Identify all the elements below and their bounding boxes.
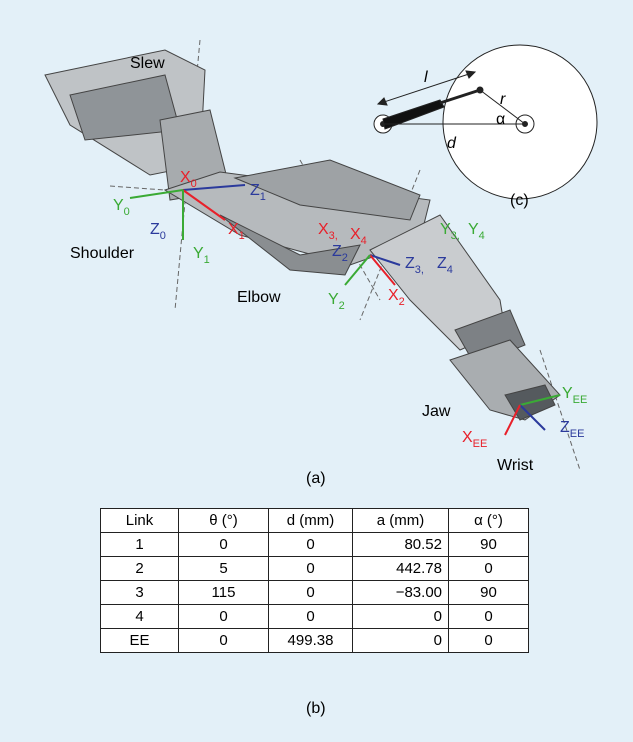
table-cell: 0 [269,557,353,581]
frame-axis: X [462,429,473,446]
table-cell: α (°) [449,509,529,533]
caption: (c) [510,192,529,209]
frame-subscript: EE [570,428,585,440]
joint-label: Shoulder [70,245,135,262]
frame-subscript: 4 [479,230,485,242]
joint-label: Wrist [497,457,534,474]
frame-subscript: 2 [339,300,345,312]
frame-subscript: 1 [260,191,266,203]
table-cell: EE [101,629,179,653]
table-cell: d (mm) [269,509,353,533]
frame-subscript: 3, [415,264,424,276]
inset-label: α [496,111,505,128]
frame-axis: Z [332,243,342,260]
table-cell: 0 [449,629,529,653]
table-cell: 0 [353,605,449,629]
frame-axis: Y [328,291,339,308]
inset-label: r [500,91,506,108]
frame-label: XEE [462,429,487,450]
table-cell: −83.00 [353,581,449,605]
table-cell: 0 [269,581,353,605]
table-cell: 0 [353,629,449,653]
table-cell: 115 [179,581,269,605]
frame-axis: Z [405,255,415,272]
frame-axis: Y [193,245,204,262]
frame-label: Y0 [113,197,130,218]
frame-axis: X [318,221,329,238]
frame-axis: Y [468,221,479,238]
frame-axis: Z [150,221,160,238]
inset-label: l [424,69,428,86]
frame-subscript: 1 [239,230,245,242]
frame-label: Y4 [468,221,485,242]
frame-label: ZEE [560,419,584,440]
table-cell: 0 [269,533,353,557]
table-cell: 0 [179,629,269,653]
table-cell: 0 [449,605,529,629]
table-cell: 90 [449,533,529,557]
caption: (a) [306,470,326,488]
frame-axis: Y [562,385,573,402]
table-cell: 0 [269,605,353,629]
caption: (b) [306,700,326,718]
frame-axis: Z [560,419,570,436]
frame-subscript: EE [473,438,488,450]
figure-page: l r α d (c) SlewShoulderElbowJawWristX0Y… [0,0,633,742]
table-cell: 499.38 [269,629,353,653]
frame-label: Z0 [150,221,166,242]
table-cell: 90 [449,581,529,605]
table-cell: 80.52 [353,533,449,557]
table-cell: 3 [101,581,179,605]
frame-axis: X [388,287,399,304]
frame-axis: Z [250,182,260,199]
frame-subscript: 4 [361,235,367,247]
frame-subscript: 2 [399,296,405,308]
table-cell: 442.78 [353,557,449,581]
frame-subscript: 4 [447,264,453,276]
table-cell: 0 [179,533,269,557]
frame-axis: Y [440,221,451,238]
frame-subscript: 2 [342,252,348,264]
frame-axis: X [180,169,191,186]
inset-label: d [447,135,457,152]
frame-subscript: 0 [124,206,130,218]
frame-label: Y1 [193,245,210,266]
table-cell: a (mm) [353,509,449,533]
table-cell: Link [101,509,179,533]
frame-axis: X [350,226,361,243]
frame-subscript: 3, [451,230,460,242]
frame-axis: X [228,221,239,238]
frame-subscript: 0 [191,178,197,190]
table-cell: θ (°) [179,509,269,533]
frame-subscript: 1 [204,254,210,266]
table-cell: 2 [101,557,179,581]
frame-subscript: 0 [160,230,166,242]
frame-axis: Y [113,197,124,214]
frame-label: Y2 [328,291,345,312]
table-cell: 0 [449,557,529,581]
table-cell: 5 [179,557,269,581]
table-cell: 0 [179,605,269,629]
frame-subscript: 3, [329,230,338,242]
joint-label: Jaw [422,403,451,420]
joint-label: Slew [130,55,165,72]
table-cell: 4 [101,605,179,629]
table-cell: 1 [101,533,179,557]
frame-subscript: EE [573,394,588,406]
frame-label: YEE [562,385,587,406]
frame-axis: Z [437,255,447,272]
joint-label: Elbow [237,289,281,306]
inset-c [374,45,597,199]
